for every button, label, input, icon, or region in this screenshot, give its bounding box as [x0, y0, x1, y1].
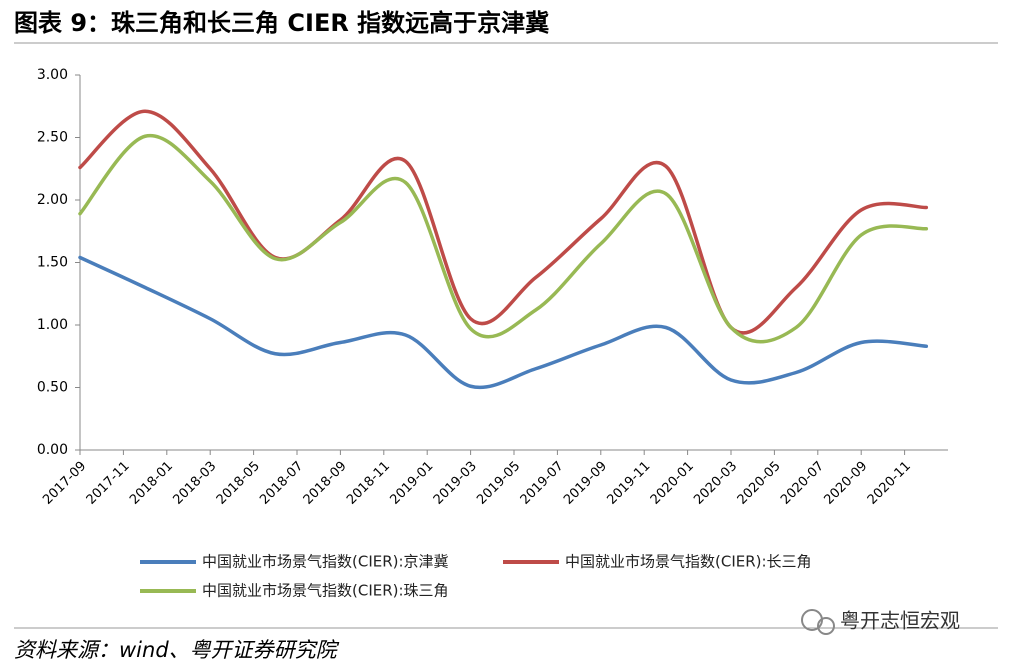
x-tick-label: 2017-09	[40, 459, 89, 508]
x-tick-label: 2020-09	[821, 459, 870, 508]
y-tick-label: 2.50	[37, 130, 68, 146]
x-tick-label: 2019-11	[604, 459, 653, 508]
x-tick-label: 2019-09	[561, 459, 610, 508]
y-tick-label: 3.00	[37, 67, 68, 83]
chart-title: 图表 9：珠三角和长三角 CIER 指数远高于京津冀	[14, 9, 549, 37]
series-line	[78, 255, 929, 390]
legend-label: 中国就业市场景气指数(CIER):珠三角	[202, 582, 449, 600]
x-tick-label: 2019-05	[474, 459, 523, 508]
x-tick-label: 2020-07	[778, 459, 827, 508]
y-tick-label: 1.00	[37, 317, 68, 333]
x-tick-label: 2019-01	[387, 459, 436, 508]
series-line	[78, 109, 929, 335]
x-tick-label: 2018-01	[127, 459, 176, 508]
x-tick-label: 2018-07	[257, 459, 306, 508]
watermark: 粤开志恒宏观	[840, 609, 960, 633]
series-line	[78, 133, 929, 344]
x-tick-label: 2019-07	[518, 459, 567, 508]
legend-label: 中国就业市场景气指数(CIER):京津冀	[202, 553, 449, 571]
x-tick-label: 2020-05	[735, 459, 784, 508]
watermark-icon	[801, 609, 835, 635]
y-tick-label: 1.50	[37, 255, 68, 271]
x-tick-label: 2019-03	[431, 459, 480, 508]
legend-label: 中国就业市场景气指数(CIER):长三角	[565, 553, 812, 571]
x-tick-label: 2018-05	[214, 459, 263, 508]
y-tick-label: 2.00	[37, 192, 68, 208]
x-tick-label: 2020-11	[865, 459, 914, 508]
x-tick-label: 2017-11	[84, 459, 133, 508]
x-tick-label: 2018-03	[170, 459, 219, 508]
x-tick-label: 2020-01	[648, 459, 697, 508]
y-tick-label: 0.50	[37, 380, 68, 396]
x-tick-label: 2018-09	[301, 459, 350, 508]
x-tick-label: 2018-11	[344, 459, 393, 508]
x-tick-label: 2020-03	[691, 459, 740, 508]
y-tick-label: 0.00	[37, 442, 68, 458]
source: 资料来源：wind、粤开证券研究院	[14, 638, 340, 662]
